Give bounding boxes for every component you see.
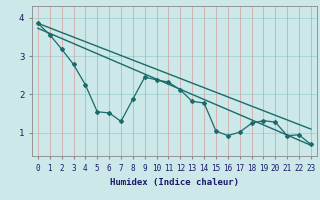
- X-axis label: Humidex (Indice chaleur): Humidex (Indice chaleur): [110, 178, 239, 187]
